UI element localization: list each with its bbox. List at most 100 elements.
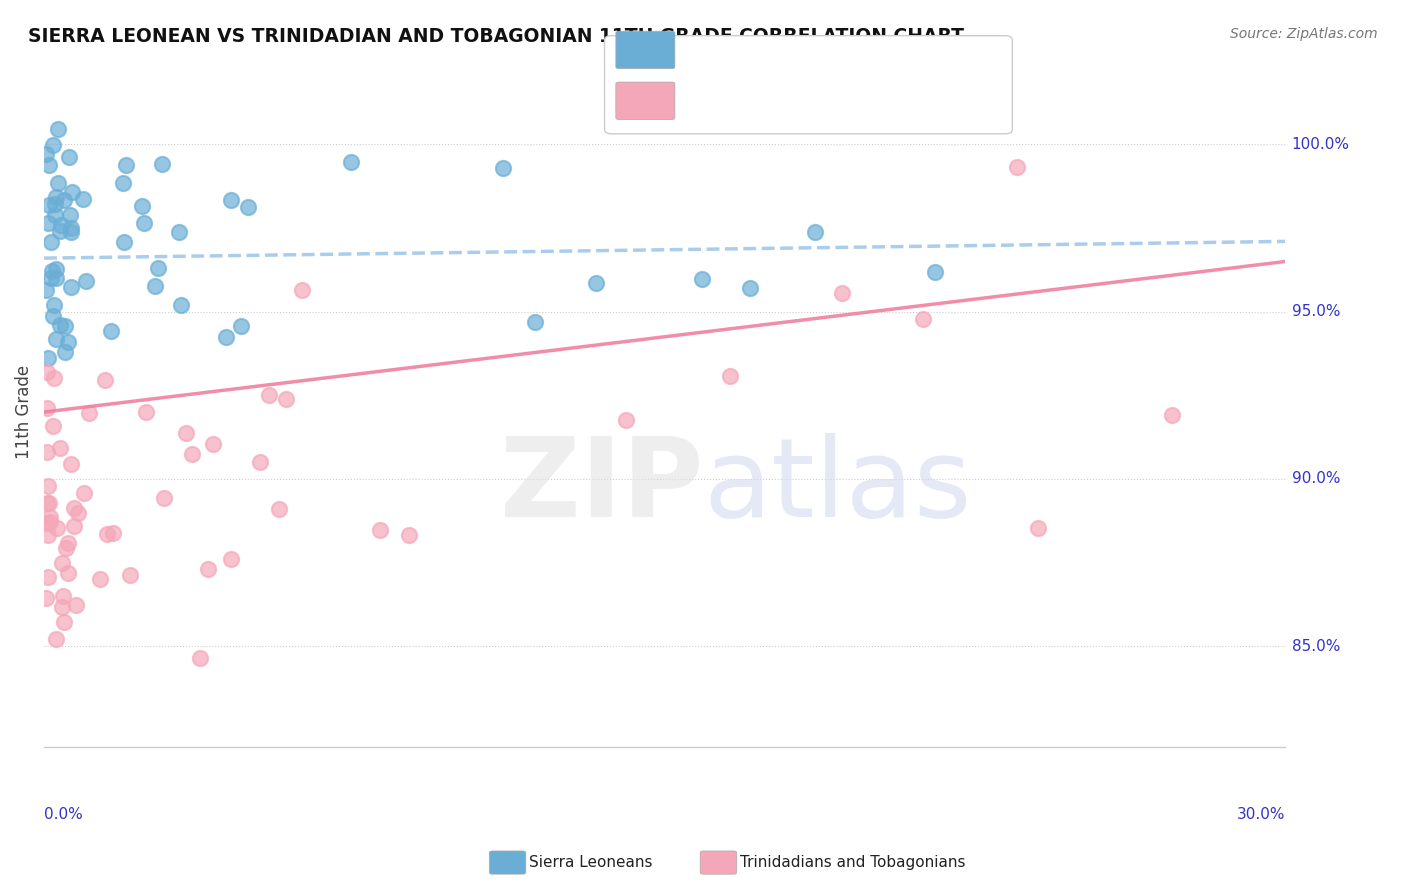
Point — [238, 200, 260, 214]
Point — [197, 562, 219, 576]
Point — [49, 318, 72, 332]
Point — [51, 599, 73, 614]
Point — [924, 265, 946, 279]
Point — [37, 516, 59, 530]
Point — [46, 176, 69, 190]
Point — [370, 523, 392, 537]
Point — [100, 324, 122, 338]
Point — [59, 225, 82, 239]
Point — [148, 261, 170, 276]
Point — [738, 280, 761, 294]
Point — [52, 589, 75, 603]
Point — [39, 515, 62, 529]
Point — [35, 147, 58, 161]
Point — [59, 280, 82, 294]
Point — [135, 405, 157, 419]
Point — [73, 486, 96, 500]
Point — [67, 506, 90, 520]
Point — [38, 158, 60, 172]
Text: Sierra Leoneans: Sierra Leoneans — [529, 855, 652, 870]
Point — [912, 312, 935, 326]
Point — [180, 446, 202, 460]
Point — [52, 193, 75, 207]
Point — [42, 138, 65, 153]
Point — [53, 615, 76, 630]
Point — [44, 298, 66, 312]
Point — [89, 572, 111, 586]
Text: 90.0%: 90.0% — [1292, 472, 1340, 486]
Point — [585, 276, 607, 290]
Point — [37, 528, 59, 542]
Point — [37, 401, 59, 415]
Point — [202, 436, 225, 450]
Point — [45, 261, 67, 276]
Text: ZIP: ZIP — [499, 433, 703, 540]
Point — [219, 552, 242, 566]
Point — [44, 371, 66, 385]
Point — [37, 479, 59, 493]
Point — [37, 495, 59, 509]
Point — [143, 279, 166, 293]
Point — [150, 156, 173, 170]
Point — [35, 365, 58, 379]
Point — [63, 501, 86, 516]
Point — [59, 209, 82, 223]
Point — [42, 310, 65, 324]
Point — [614, 413, 637, 427]
Point — [56, 536, 79, 550]
Text: SIERRA LEONEAN VS TRINIDADIAN AND TOBAGONIAN 11TH GRADE CORRELATION CHART: SIERRA LEONEAN VS TRINIDADIAN AND TOBAGO… — [28, 27, 965, 45]
Point — [60, 186, 83, 200]
Point — [75, 274, 97, 288]
Point — [94, 373, 117, 387]
Point — [56, 566, 79, 581]
Point — [249, 455, 271, 469]
Text: 95.0%: 95.0% — [1292, 304, 1340, 319]
Point — [1026, 521, 1049, 535]
Point — [219, 193, 242, 207]
Point — [38, 509, 60, 524]
Point — [41, 264, 63, 278]
Point — [56, 335, 79, 350]
Text: 85.0%: 85.0% — [1292, 639, 1340, 654]
Point — [111, 176, 134, 190]
Point — [398, 527, 420, 541]
Point — [39, 235, 62, 250]
Point — [103, 526, 125, 541]
Point — [45, 271, 67, 285]
Point — [120, 567, 142, 582]
Point — [134, 216, 156, 230]
Point — [38, 496, 60, 510]
Text: 0.0%: 0.0% — [44, 807, 83, 822]
Text: atlas: atlas — [703, 433, 972, 540]
Point — [55, 541, 77, 555]
Point — [35, 591, 58, 605]
Point — [1005, 160, 1028, 174]
Text: R = 0.054    N = 58: R = 0.054 N = 58 — [683, 41, 845, 59]
Point — [49, 218, 72, 232]
Point — [35, 284, 58, 298]
Point — [167, 225, 190, 239]
Text: Source: ZipAtlas.com: Source: ZipAtlas.com — [1230, 27, 1378, 41]
Point — [37, 570, 59, 584]
Point — [690, 272, 713, 286]
Point — [62, 519, 84, 533]
Point — [46, 521, 69, 535]
Point — [229, 319, 252, 334]
Point — [257, 388, 280, 402]
Point — [38, 198, 60, 212]
Point — [58, 150, 80, 164]
Point — [45, 632, 67, 647]
Point — [72, 192, 94, 206]
Point — [115, 157, 138, 171]
Point — [44, 208, 66, 222]
Point — [170, 298, 193, 312]
Point — [39, 271, 62, 285]
Point — [340, 154, 363, 169]
Point — [45, 333, 67, 347]
Point — [492, 161, 515, 175]
Point — [174, 426, 197, 441]
Point — [37, 216, 59, 230]
Text: R = 0.282    N = 58: R = 0.282 N = 58 — [683, 92, 845, 110]
Point — [718, 369, 741, 384]
Point — [49, 442, 72, 456]
